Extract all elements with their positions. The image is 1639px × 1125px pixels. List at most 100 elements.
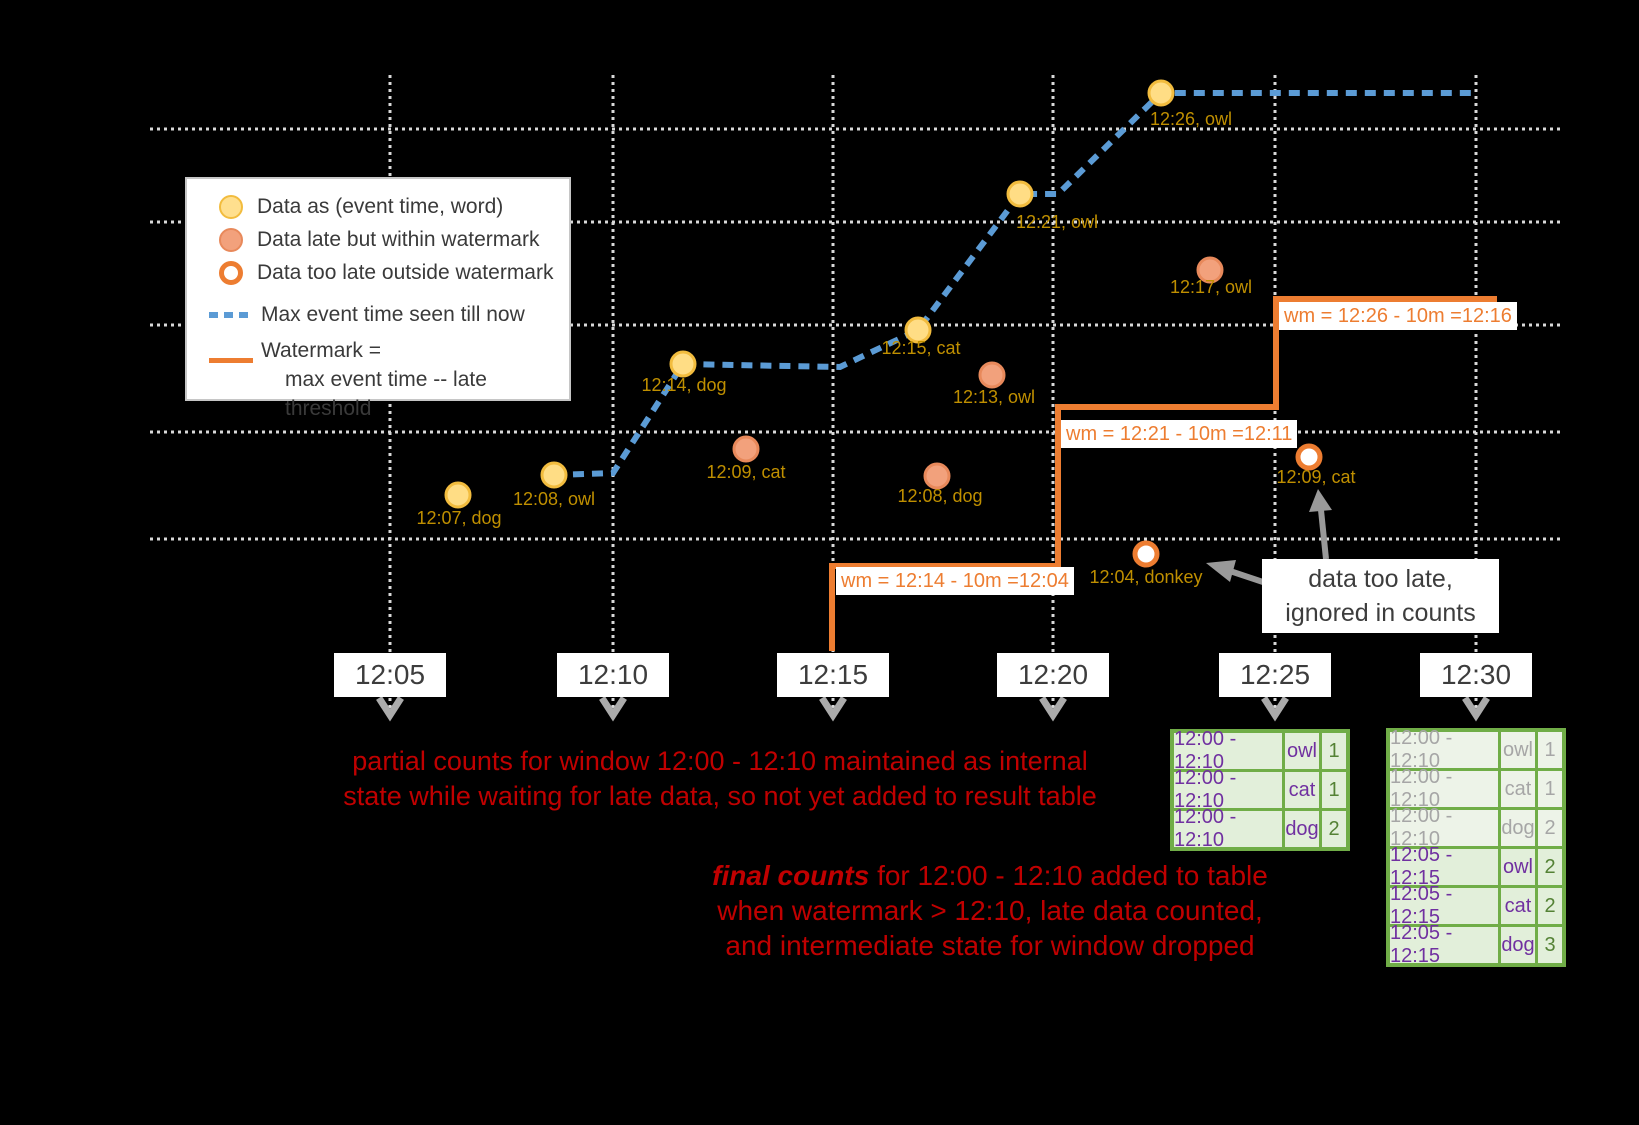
late-dot-icon [219,228,243,252]
time-label-1220: 12:20 [997,653,1109,697]
legend-label: Max event time seen till now [261,303,525,326]
watermark-legend-line2: max event time -- late threshold [285,368,487,420]
watermark-label-1: wm = 12:14 - 10m =12:04 [836,567,1074,595]
arrow-to-donkey-head [1206,560,1236,582]
point-label: 12:07, dog [416,508,501,528]
table-cell-count: 3 [1538,927,1562,963]
point-label: 12:09, cat [1276,467,1355,487]
point-label: 12:26, owl [1150,109,1232,129]
partial-result-table: 12:00 - 12:10 owl 1 12:00 - 12:10 cat 1 … [1170,728,1350,851]
table-cell-word: owl [1285,733,1319,769]
point-1217-owl [1196,256,1224,284]
final-note-line3: and intermediate state for window droppe… [725,930,1255,961]
arrowhead-1210 [599,696,627,722]
time-label-1230: 12:30 [1420,653,1532,697]
final-result-table: 12:00 - 12:10 owl 1 12:00 - 12:10 cat 1 … [1386,727,1566,967]
table-cell-window: 12:05 - 12:15 [1390,844,1498,889]
table-cell-word: cat [1501,771,1535,807]
arrowhead-1225 [1261,696,1289,722]
time-label-1215: 12:15 [777,653,889,697]
point-1213-owl [978,361,1006,389]
table-cell-count: 1 [1322,772,1346,808]
point-1209-cat-late [1295,443,1323,471]
arrowhead-1215 [819,696,847,722]
time-label-1205: 12:05 [334,653,446,697]
arrowhead-1220 [1039,696,1067,722]
arrowhead-1230 [1462,696,1490,722]
arrow-to-cat [1318,509,1329,560]
table-cell-window: 12:05 - 12:15 [1390,922,1498,967]
watermark-line [829,296,1497,651]
table-cell-window: 12:00 - 12:10 [1390,805,1498,850]
table-cell-count: 2 [1538,849,1562,885]
point-label: 12:21, owl [1016,212,1098,232]
table-cell-word: dog [1501,810,1535,846]
point-1215-cat [904,316,932,344]
point-1214-dog [669,350,697,378]
point-1221-owl [1006,180,1034,208]
on-time-dot-icon [219,195,243,219]
point-label: 12:17, owl [1170,277,1252,297]
dashed-line-icon [209,312,253,318]
legend-item-late: Data late but within watermark [207,228,569,252]
too-late-dot-icon [219,261,243,285]
table-cell-window: 12:00 - 12:10 [1174,806,1282,851]
table-cell-count: 1 [1538,771,1562,807]
legend-item-max-event-time: Max event time seen till now [207,303,569,327]
final-counts-emphasis: final counts [712,860,870,891]
time-label-1225: 12:25 [1219,653,1331,697]
table-cell-count: 2 [1538,810,1562,846]
point-1204-donkey [1132,540,1160,568]
table-cell-window: 12:00 - 12:10 [1174,767,1282,812]
point-1208-owl [540,461,568,489]
arrow-to-cat-head [1309,489,1332,512]
point-label: 12:14, dog [641,375,726,395]
partial-note-line1: partial counts for window 12:00 - 12:10 … [352,746,1088,776]
watermark-legend-line1: Watermark = [261,339,381,362]
legend: Data as (event time, word) Data late but… [185,177,571,420]
callout-line2: ignored in counts [1285,599,1476,627]
table-cell-count: 2 [1322,811,1346,847]
final-note-line1: final counts for 12:00 - 12:10 added to … [660,858,1320,893]
table-cell-count: 1 [1538,732,1562,768]
point-label: 12:15, cat [881,338,960,358]
too-late-callout: data too late, ignored in counts [1262,559,1499,633]
table-cell-window: 12:00 - 12:10 [1390,727,1498,772]
arrowhead-1205 [376,696,404,722]
legend-label: Data too late outside watermark [257,261,554,284]
final-note-line1-rest: for 12:00 - 12:10 added to table [869,860,1268,891]
point-label: 12:13, owl [953,387,1035,407]
point-labels: 12:07, dog 12:08, owl 12:14, dog 12:15, … [416,109,1355,587]
solid-line-icon [209,358,253,363]
too-late-points [1132,443,1323,568]
table-cell-window: 12:05 - 12:15 [1390,883,1498,928]
final-note-line2: when watermark > 12:10, late data counte… [717,895,1263,926]
callout-line1: data too late, [1308,565,1453,593]
point-label: 12:08, dog [897,486,982,506]
legend-item-too-late: Data too late outside watermark [207,261,569,285]
on-time-points [444,79,1175,509]
time-arrowheads [376,696,1490,722]
point-label: 12:04, donkey [1089,567,1202,587]
table-cell-word: cat [1285,772,1319,808]
point-label: 12:09, cat [706,462,785,482]
table-cell-window: 12:00 - 12:10 [1390,766,1498,811]
table-cell-word: cat [1501,888,1535,924]
partial-note-line2: state while waiting for late data, so no… [343,781,1097,811]
table-cell-count: 2 [1538,888,1562,924]
table-cell-word: dog [1285,811,1319,847]
time-label-1210: 12:10 [557,653,669,697]
point-label: 12:08, owl [513,489,595,509]
table-cell-count: 1 [1322,733,1346,769]
watermark-label-2: wm = 12:21 - 10m =12:11 [1061,420,1298,448]
legend-label: Data as (event time, word) [257,195,504,218]
legend-label: Watermark = max event time -- late thres… [261,336,569,423]
legend-item-watermark: Watermark = max event time -- late thres… [207,336,569,423]
max-event-time-line [553,90,1475,478]
late-points [732,256,1224,490]
legend-label: Data late but within watermark [257,228,540,251]
point-1226-owl [1147,79,1175,107]
point-1208-dog [923,462,951,490]
table-cell-word: dog [1501,927,1535,963]
